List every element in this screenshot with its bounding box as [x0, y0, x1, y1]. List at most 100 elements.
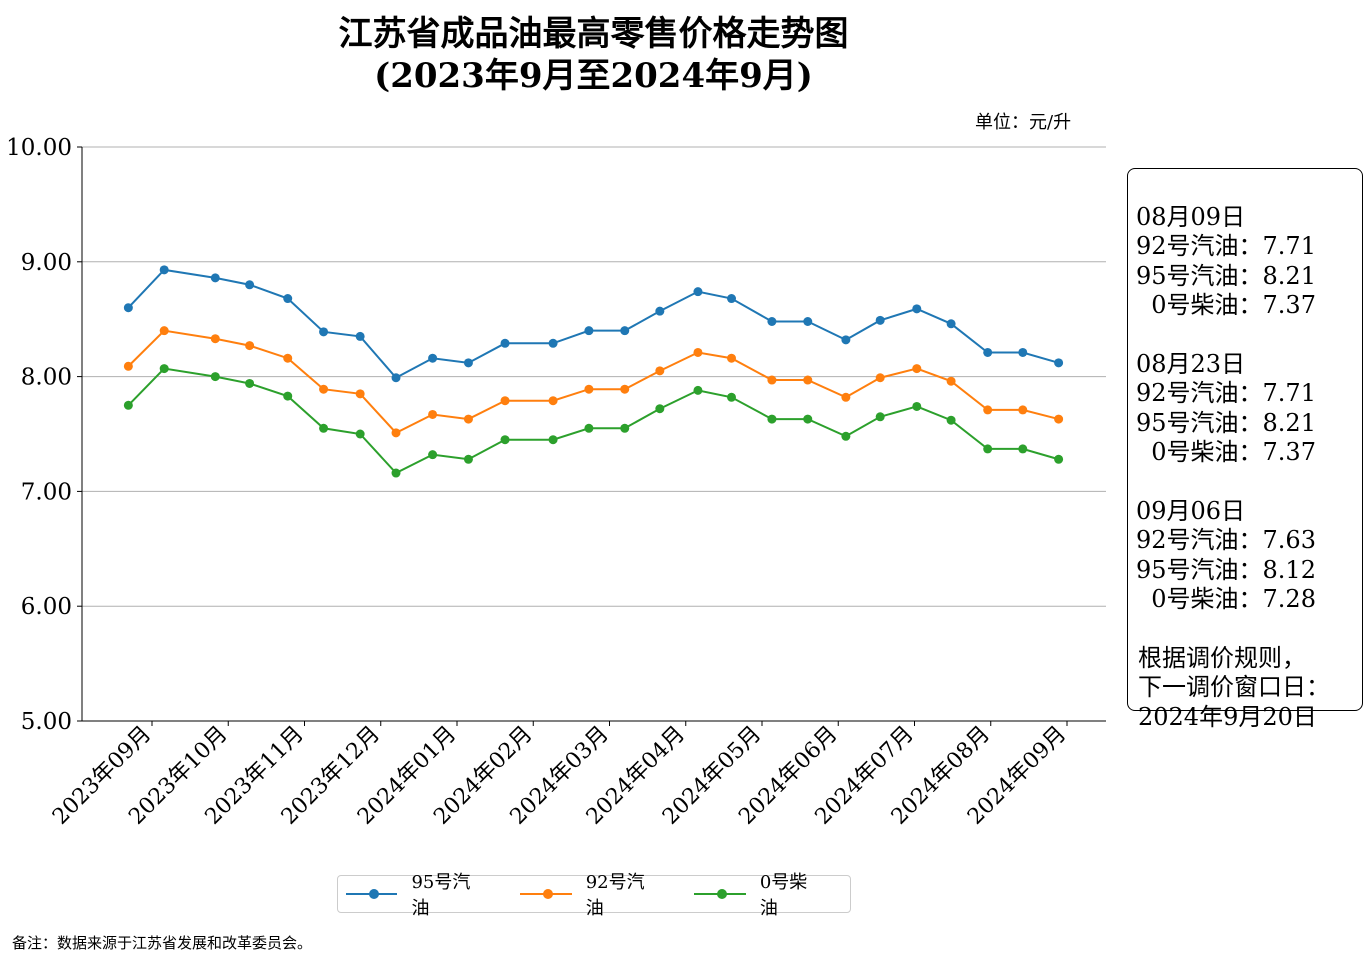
data-point	[463, 414, 473, 424]
data-point	[803, 316, 813, 326]
data-point	[875, 315, 885, 325]
data-point	[875, 412, 885, 422]
data-point	[391, 468, 401, 478]
footnote: 备注：数据来源于江苏省发展和改革委员会。	[12, 934, 313, 952]
data-point	[693, 287, 703, 297]
series-line-0	[127, 268, 1059, 380]
data-point	[841, 335, 851, 345]
data-point	[355, 389, 365, 399]
y-tick-label: 10.00	[6, 135, 72, 161]
legend-marker-92	[520, 889, 572, 899]
data-point	[283, 391, 293, 401]
data-point	[500, 338, 510, 348]
series-line-2	[127, 367, 1059, 475]
annotation-0: 08月09日 92号汽油：7.71 95号汽油：8.21 0号柴油：7.37	[1136, 202, 1316, 320]
data-point	[159, 326, 169, 336]
data-point	[727, 353, 736, 363]
data-point	[946, 319, 956, 329]
data-point	[500, 435, 510, 445]
data-point	[245, 341, 255, 351]
data-point	[727, 294, 736, 304]
data-point	[620, 384, 630, 394]
y-tick-label: 9.00	[21, 250, 72, 276]
data-point	[210, 372, 220, 382]
data-point	[283, 294, 293, 304]
data-point	[463, 454, 473, 464]
legend-label: 92号汽油	[585, 872, 645, 919]
data-point	[123, 400, 133, 410]
data-point	[391, 373, 401, 383]
data-point	[1054, 414, 1064, 424]
data-point	[912, 364, 922, 374]
data-point	[500, 396, 510, 406]
y-tick-label: 6.00	[21, 594, 72, 620]
data-point	[283, 353, 293, 363]
data-point	[584, 423, 594, 433]
data-point	[428, 409, 438, 419]
legend-marker-0	[694, 889, 746, 899]
data-point	[428, 450, 438, 460]
data-point	[803, 414, 813, 424]
series-line-1	[127, 329, 1059, 435]
data-point	[655, 366, 665, 376]
data-point	[584, 326, 594, 336]
data-point	[1054, 454, 1064, 464]
data-point	[1018, 405, 1028, 415]
data-point	[983, 405, 993, 415]
data-point	[693, 347, 703, 357]
data-point	[210, 273, 220, 283]
data-point	[391, 428, 401, 438]
data-point	[767, 316, 777, 326]
data-point	[620, 423, 630, 433]
data-point	[319, 384, 329, 394]
data-point	[548, 338, 558, 348]
annotation-box: 08月09日 92号汽油：7.71 95号汽油：8.21 0号柴油：7.37 08…	[1127, 168, 1363, 731]
legend-item-0: 0号柴油	[694, 868, 820, 920]
data-point	[727, 392, 736, 402]
data-point	[319, 423, 329, 433]
y-tick-label: 8.00	[21, 365, 72, 391]
y-tick-label: 5.00	[21, 709, 72, 735]
data-point	[841, 392, 851, 402]
data-point	[946, 415, 956, 425]
data-point	[767, 375, 777, 385]
legend-label: 0号柴油	[759, 872, 808, 919]
data-point	[463, 358, 473, 368]
data-point	[123, 361, 133, 371]
data-point	[355, 331, 365, 341]
data-point	[319, 327, 329, 337]
data-point	[841, 431, 851, 441]
annotation-2: 09月06日 92号汽油：7.63 95号汽油：8.12 0号柴油：7.28	[1136, 496, 1316, 614]
legend-marker-95	[346, 889, 398, 899]
data-point	[245, 280, 255, 290]
data-point	[548, 435, 558, 445]
data-point	[428, 353, 438, 363]
data-point	[1054, 358, 1064, 368]
data-point	[803, 375, 813, 385]
legend-item-95: 95号汽油	[346, 868, 482, 920]
data-point	[123, 303, 133, 313]
data-point	[767, 414, 777, 424]
data-point	[983, 347, 993, 357]
data-point	[159, 265, 169, 275]
chart-title: 江苏省成品油最高零售价格走势图	[338, 14, 849, 54]
annotation-1: 08月23日 92号汽油：7.71 95号汽油：8.21 0号柴油：7.37	[1136, 349, 1316, 467]
data-point	[355, 429, 365, 439]
data-point	[655, 404, 665, 414]
data-point	[1018, 347, 1028, 357]
data-point	[584, 384, 594, 394]
data-point	[912, 304, 922, 314]
data-point	[875, 373, 885, 383]
data-point	[655, 306, 665, 316]
data-point	[693, 385, 703, 395]
data-point	[210, 334, 220, 344]
data-point	[245, 378, 255, 388]
data-point	[620, 326, 630, 336]
data-point	[946, 376, 956, 386]
data-point	[159, 364, 169, 374]
annotation-3: 根据调价规则， 下一调价窗口日： 2024年9月20日	[1138, 643, 1330, 731]
chart-subtitle: (2023年9月至2024年9月)	[374, 56, 813, 96]
data-point	[548, 396, 558, 406]
legend: 95号汽油 92号汽油 0号柴油	[337, 872, 851, 919]
